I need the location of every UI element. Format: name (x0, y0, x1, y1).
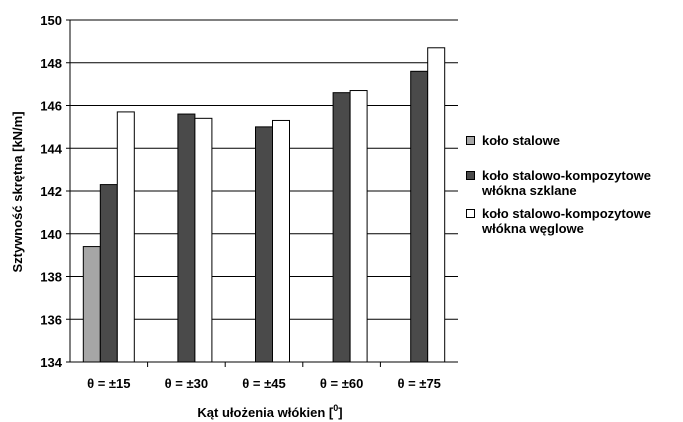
y-tick-label: 138 (40, 270, 62, 285)
y-tick-label: 142 (40, 184, 62, 199)
legend-item-glass: koło stalowo-kompozytowe włókna szklane (466, 168, 681, 198)
x-axis-title-main: Kąt ułożenia włókien [ (197, 405, 333, 420)
legend-label-carbon-line1: koło stalowo-kompozytowe (482, 206, 652, 221)
x-tick-label: θ = ±75 (397, 376, 440, 391)
bar (194, 117, 213, 363)
bar (427, 47, 446, 363)
x-tick-label: θ = ±15 (87, 376, 130, 391)
bar (177, 113, 196, 363)
y-tick-label: 134 (40, 355, 62, 370)
legend-label-steel: koło stalowe (482, 133, 561, 148)
bar (349, 90, 368, 363)
bar (99, 184, 118, 363)
y-tick-labels: 134 136 138 140 142 144 146 148 150 (40, 13, 70, 370)
bar (272, 119, 290, 363)
bar (255, 126, 273, 363)
legend-swatch-carbon (466, 209, 475, 218)
legend-label-glass-line1: koło stalowo-kompozytowe (482, 168, 652, 183)
y-tick-label: 146 (40, 99, 62, 114)
legend-label-glass-line2: włókna szklane (482, 183, 577, 198)
x-axis-title-end: ] (338, 405, 342, 420)
x-tick-label: θ = ±45 (242, 376, 285, 391)
bar (116, 111, 135, 363)
x-tick-label: θ = ±60 (320, 376, 363, 391)
x-axis-title-sup: 0 (333, 403, 338, 413)
x-axis-title: Kąt ułożenia włókien [0] (197, 403, 342, 420)
x-tick-labels: θ = ±15 θ = ±30 θ = ±45 θ = ±60 θ = ±75 (87, 362, 441, 391)
legend-swatch-steel (466, 136, 475, 145)
bar (82, 246, 101, 363)
legend-item-carbon: koło stalowo-kompozytowe włókna węglowe (466, 206, 681, 236)
bars-group (82, 47, 446, 363)
legend: koło stalowe koło stalowo-kompozytowe wł… (466, 133, 681, 244)
y-tick-label: 148 (40, 56, 62, 71)
y-tick-label: 150 (40, 13, 62, 28)
bar (332, 92, 351, 363)
legend-label-carbon-line2: włókna węglowe (482, 221, 584, 236)
x-tick-label: θ = ±30 (165, 376, 208, 391)
y-tick-label: 144 (40, 141, 62, 156)
y-axis-title: Sztywność skrętna [kN/m] (10, 111, 25, 272)
legend-item-steel: koło stalowe (466, 133, 681, 148)
bar (410, 70, 429, 363)
y-tick-label: 136 (40, 312, 62, 327)
legend-swatch-glass (466, 171, 475, 180)
y-tick-label: 140 (40, 227, 62, 242)
